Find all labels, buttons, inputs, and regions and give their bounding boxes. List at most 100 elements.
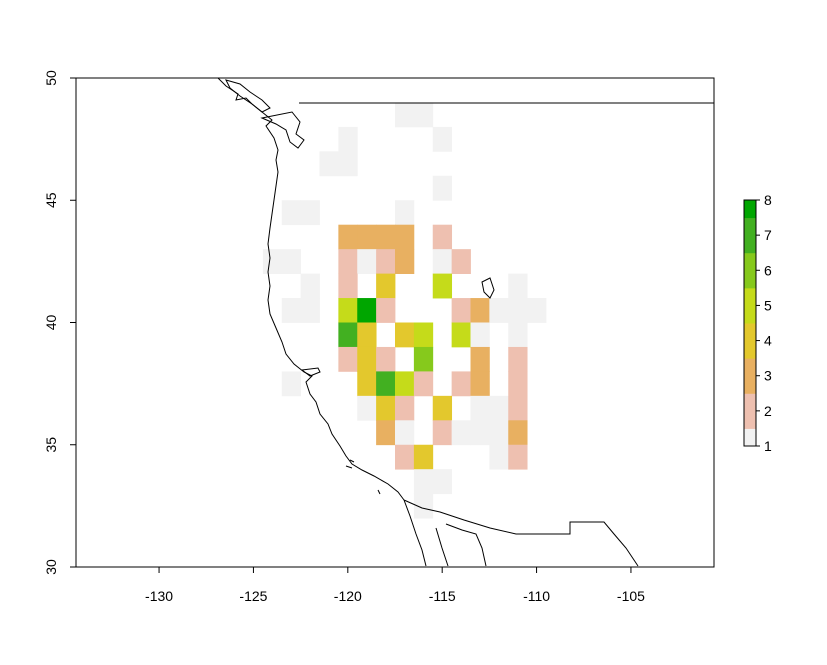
raster-cell (281, 371, 302, 397)
raster-cell (357, 249, 377, 274)
legend-color-step (744, 305, 756, 310)
raster-cell (432, 395, 453, 421)
legend-tick-label: 7 (764, 227, 772, 243)
raster-cell (489, 420, 509, 446)
legend-color-step (744, 291, 756, 296)
legend-color-step (744, 224, 756, 229)
raster-cell (413, 102, 434, 128)
legend-color-step (744, 228, 756, 233)
x-tick-label: -110 (523, 588, 550, 604)
raster-cell (376, 224, 396, 250)
raster-cell (508, 395, 528, 421)
legend-tick-label: 6 (764, 262, 772, 278)
raster-cell (376, 420, 396, 446)
legend-color-step (744, 428, 756, 433)
coastline-outline (217, 77, 714, 567)
puget-sound-outline (260, 111, 305, 149)
legend-color-step (744, 298, 756, 303)
x-tick-label: -120 (334, 588, 362, 604)
raster-cell (451, 371, 471, 397)
raster-cell (508, 371, 528, 397)
legend-color-step (744, 386, 756, 391)
raster-cell (470, 346, 490, 372)
raster-cell (413, 371, 434, 397)
raster-cell (508, 444, 528, 470)
legend-color-step (744, 393, 756, 398)
raster-cell (470, 322, 490, 348)
vancouver-island-outline (225, 79, 271, 113)
legend-color-step (744, 410, 756, 415)
legend-color-step (744, 308, 756, 313)
raster-cell (395, 249, 415, 274)
raster-cell (451, 322, 471, 348)
legend-tick-label: 2 (764, 403, 772, 419)
raster-cell (395, 444, 415, 470)
legend-border (743, 199, 757, 447)
raster-cell (413, 322, 434, 348)
pacific-coastline (217, 77, 405, 501)
legend-color-step (744, 354, 756, 359)
raster-cell (432, 224, 453, 250)
raster-cell (300, 200, 320, 226)
sonora-coast (445, 523, 487, 567)
raster-cell (281, 249, 302, 274)
legend-color-step (744, 407, 756, 412)
raster-cells (262, 102, 547, 519)
legend-color-step (744, 315, 756, 320)
raster-cell (470, 371, 490, 397)
raster-cell (357, 298, 377, 323)
raster-cell (432, 126, 453, 152)
raster-cell (470, 298, 490, 323)
raster-cell (395, 395, 415, 421)
sf-bay-outline (300, 367, 321, 377)
legend-color-step (744, 424, 756, 429)
legend-color-step (744, 207, 756, 212)
legend-color-step (744, 301, 756, 306)
legend-color-step (744, 242, 756, 247)
raster-cell (489, 395, 509, 421)
raster-cell (451, 249, 471, 274)
legend-color-step (744, 368, 756, 373)
legend-color-step (744, 326, 756, 331)
legend-color-step (744, 203, 756, 208)
mexico-border (403, 499, 639, 567)
raster-cell (489, 298, 509, 323)
raster-cell (262, 249, 283, 274)
raster-cell (281, 298, 302, 323)
legend-color-step (744, 200, 756, 205)
legend-color-step (744, 438, 756, 443)
raster-cell (319, 151, 339, 177)
legend-color-step (744, 375, 756, 380)
legend-color-step (744, 259, 756, 264)
legend-color-step (744, 330, 756, 335)
x-tick-label: -125 (239, 588, 267, 604)
raster-cell (376, 371, 396, 397)
raster-cell (451, 420, 471, 446)
x-tick-label: -130 (145, 588, 173, 604)
raster-cell (508, 322, 528, 348)
legend-color-step (744, 421, 756, 426)
legend-color-step (744, 365, 756, 370)
raster-cell (527, 298, 547, 323)
baja-coast (403, 499, 427, 567)
legend-color-step (744, 256, 756, 261)
raster-cell (338, 273, 358, 299)
legend-color-step (744, 294, 756, 299)
legend-color-step (744, 442, 756, 447)
raster-cell (413, 444, 434, 470)
legend-color-step (744, 417, 756, 422)
legend-color-step (744, 214, 756, 219)
legend-color-step (744, 319, 756, 324)
gulf-of-california (435, 527, 449, 567)
legend-color-step (744, 396, 756, 401)
legend-color-step (744, 361, 756, 366)
raster-cell (395, 420, 415, 446)
raster-cell (395, 322, 415, 348)
axes: -130 -125 -120 -115 -110 -105 30 35 40 45 50 (43, 70, 645, 604)
legend-tick-label: 1 (764, 438, 772, 454)
raster-cell (338, 346, 358, 372)
legend-color-step (744, 389, 756, 394)
legend-color-step (744, 347, 756, 352)
legend-color-step (744, 235, 756, 240)
